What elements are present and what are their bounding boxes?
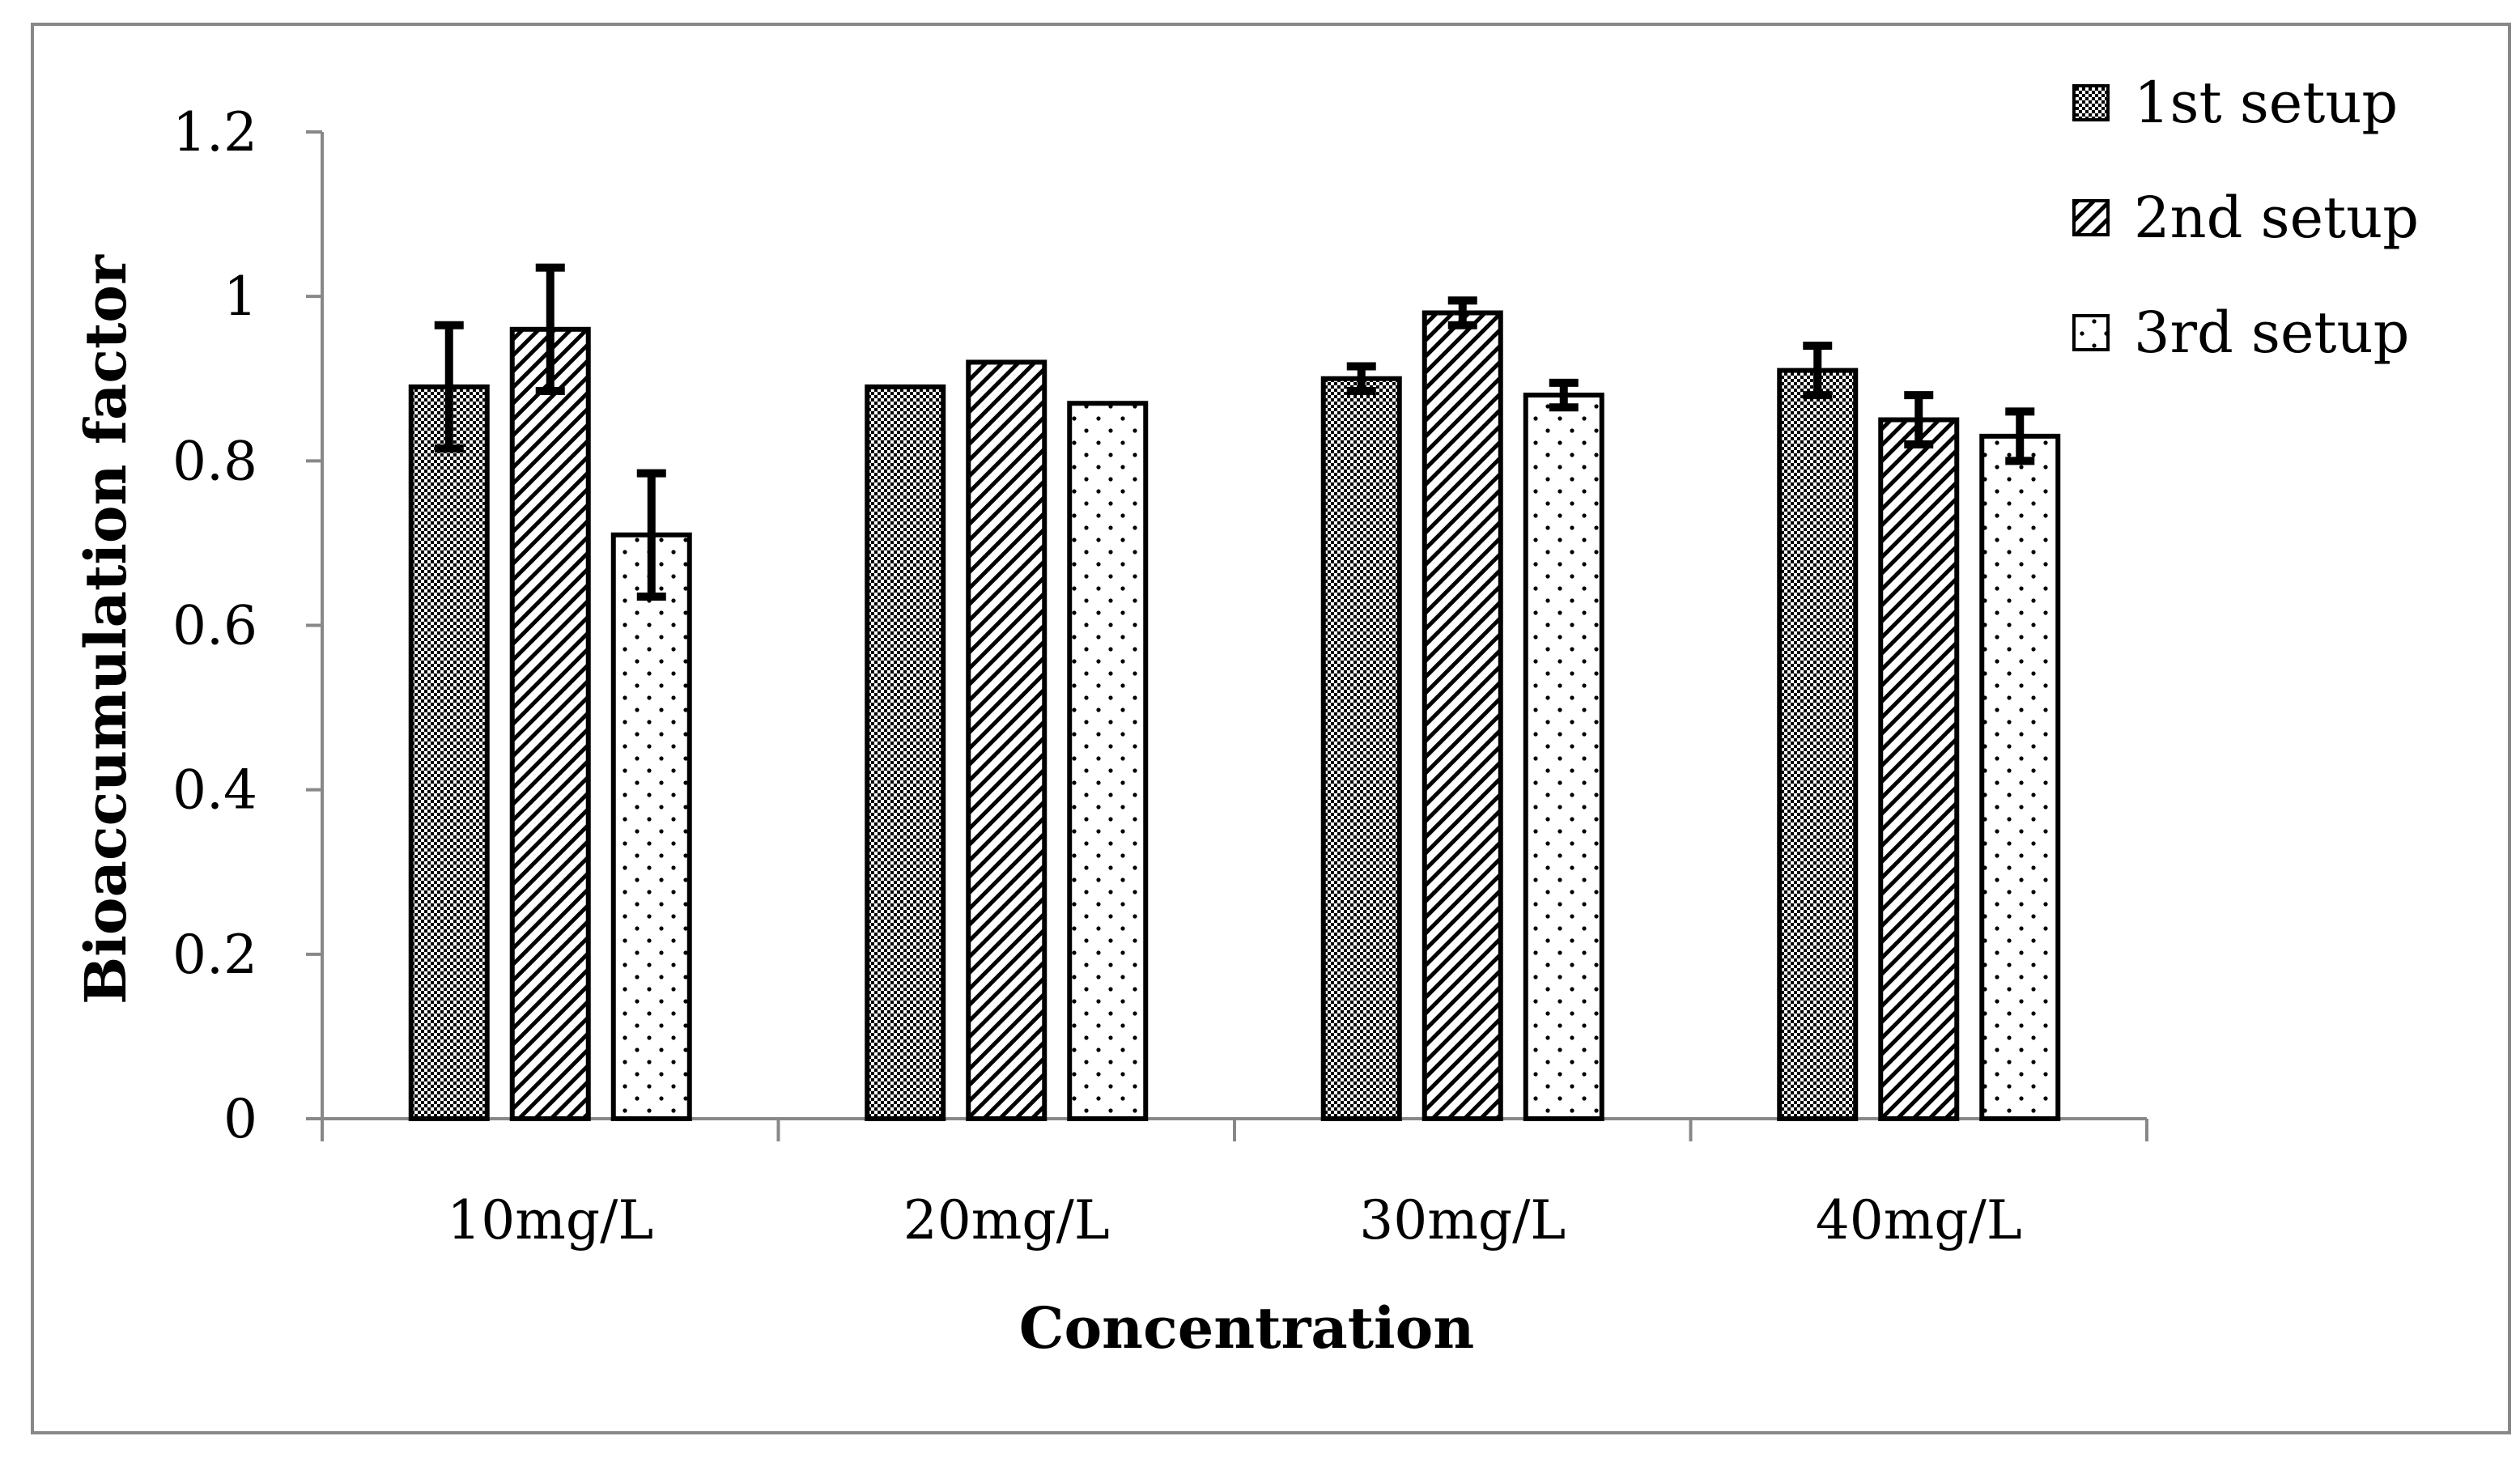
x-tick-label: 30mg/L [1359,1189,1566,1251]
bar-3-40mgl [1979,433,2061,1121]
y-tick-label: 0.4 [172,759,257,822]
bar-1-20mgl [865,384,946,1121]
y-tick-label: 0.6 [172,595,257,657]
bar-1-40mgl [1777,368,1859,1121]
x-tick-label: 40mg/L [1816,1189,2022,1251]
bar-3-20mgl [1067,401,1149,1122]
bar-2-10mgl [509,326,591,1121]
error-bars [434,263,2035,601]
x-axis-title: Concentration [1019,1294,1474,1362]
y-tick-label: 1.2 [172,101,257,164]
y-tick-label: 1 [223,266,257,328]
bar-3-30mgl [1523,393,1604,1122]
bar-1-30mgl [1320,376,1402,1121]
x-tick-label: 20mg/L [903,1189,1110,1251]
bar-2-40mgl [1878,417,1960,1121]
y-tick-label: 0.8 [172,430,257,492]
y-tick-label: 0 [223,1088,257,1150]
y-axis-title: Bioaccumulation factor [72,254,139,1005]
legend-swatch-2 [2072,199,2110,236]
bar-1-10mgl [408,384,490,1121]
bar-2-20mgl [966,359,1048,1121]
legend-label-3: 3rd setup [2134,300,2409,366]
legend-swatch-3 [2072,314,2110,351]
bar-2-30mgl [1421,310,1503,1121]
y-tick-label: 0.2 [172,924,257,986]
y-axis: 0 0.2 0.4 0.6 0.8 1 1.2 [172,101,324,1150]
legend-label-1: 1st setup [2134,70,2398,136]
x-tick-label: 10mg/L [447,1189,653,1251]
bar-3-10mgl [610,532,692,1121]
legend-label-2: 2nd setup [2134,185,2419,251]
legend: 1st setup 2nd setup 3rd setup [2072,70,2419,366]
bars [408,310,2061,1122]
legend-swatch-1 [2072,84,2110,121]
